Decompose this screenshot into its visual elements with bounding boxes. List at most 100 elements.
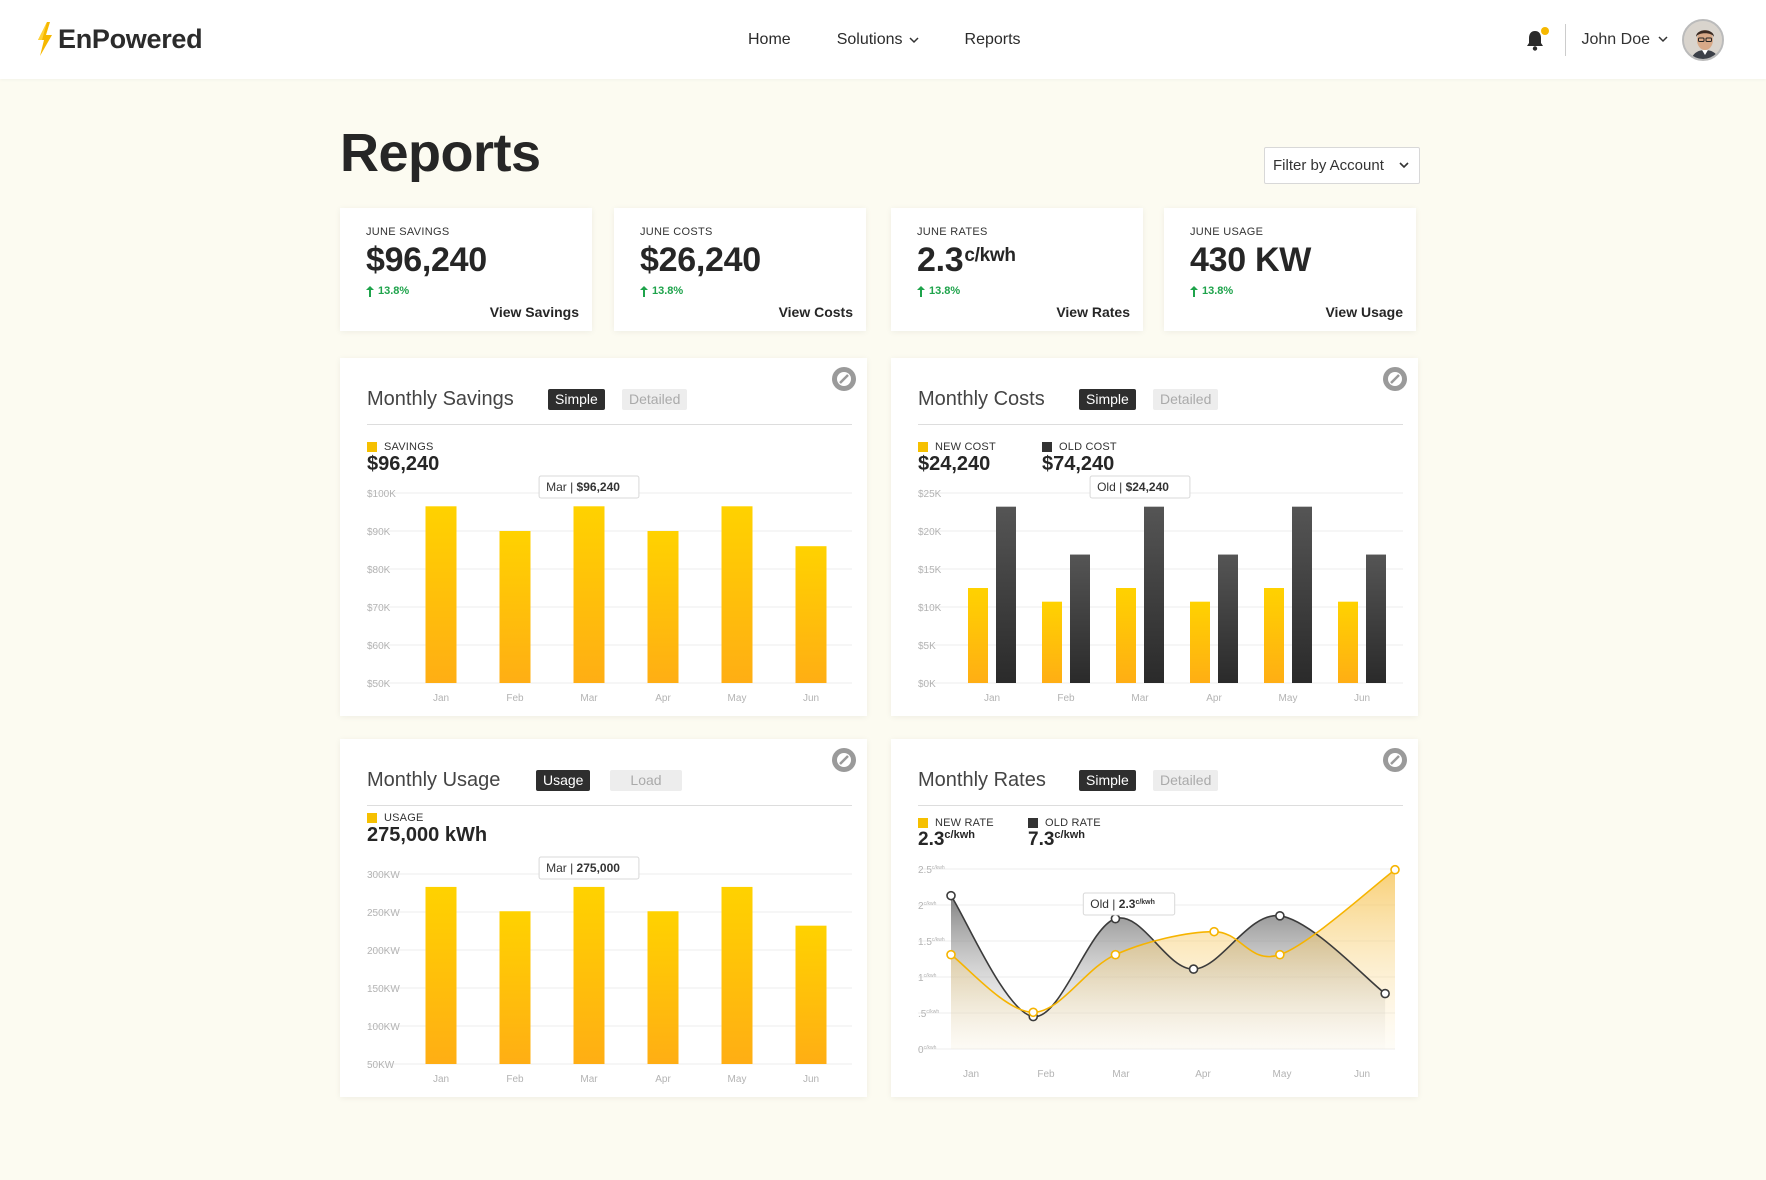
x-tick-label: Apr xyxy=(1195,1069,1211,1080)
point-old-rate-4 xyxy=(1275,911,1285,921)
view-costs-link[interactable]: View Costs xyxy=(778,304,853,320)
arrow-up-icon xyxy=(1190,285,1198,297)
card-monthly-usage: Monthly Usage Usage Load USAGE 275,000 k… xyxy=(340,739,867,1097)
nav-reports-label: Reports xyxy=(964,31,1021,48)
arrow-up-icon xyxy=(366,285,374,297)
point-old-rate-5 xyxy=(1380,988,1390,999)
top-navbar: EnPowered Home Solutions Reports John Do… xyxy=(0,0,1766,79)
line-old-rate xyxy=(950,895,1386,1018)
y-tick-label: 0c/kwh xyxy=(918,1045,937,1056)
legend-value-number: 7.3 xyxy=(1028,829,1055,850)
chevron-down-icon xyxy=(908,36,919,43)
legend-item: NEW COST xyxy=(918,441,996,453)
x-tick-label: Mar xyxy=(580,693,598,704)
filter-by-account-select[interactable]: Filter by Account xyxy=(1264,147,1420,184)
user-name: John Doe xyxy=(1581,30,1651,48)
stat-value-number: 430 KW xyxy=(1190,241,1312,279)
y-tick-label: $15K xyxy=(918,565,942,576)
x-tick-label: May xyxy=(1273,1069,1292,1080)
edit-icon[interactable] xyxy=(831,366,857,392)
y-tick-label: 50KW xyxy=(367,1060,395,1071)
arrow-up-icon xyxy=(640,285,648,297)
stat-value-number: 2.3 xyxy=(917,241,964,279)
bar-new-cost-apr xyxy=(1190,601,1210,683)
x-tick-label: Mar xyxy=(1112,1069,1130,1080)
avatar[interactable] xyxy=(1682,18,1724,61)
usage-bar-chart: 300KW 250KW 200KW 150KW 100KW 50KW Jan Feb Mar Ap… xyxy=(367,856,852,1085)
chart-tooltip: Mar | $96,240 xyxy=(538,475,640,499)
bar-old-cost-feb xyxy=(1070,554,1090,683)
edit-icon[interactable] xyxy=(1382,747,1408,773)
bar-old-cost-may xyxy=(1292,506,1312,683)
toggle-simple[interactable]: Simple xyxy=(1079,770,1136,791)
card-divider xyxy=(918,424,1403,425)
x-tick-label: Apr xyxy=(1206,693,1222,704)
legend-value: 2.3c/kwh xyxy=(918,829,975,851)
bar-new-cost-jan xyxy=(968,588,988,683)
x-tick-label: Apr xyxy=(655,1074,671,1085)
stat-value: $96,240 xyxy=(366,241,487,280)
nav-solutions[interactable]: Solutions xyxy=(837,31,919,49)
y-tick-label: $20K xyxy=(918,527,942,538)
bar-savings-feb xyxy=(499,531,531,683)
chevron-down-icon xyxy=(1658,36,1668,43)
view-usage-link[interactable]: View Usage xyxy=(1325,304,1403,320)
page-title: Reports xyxy=(340,123,541,183)
svg-text:Old | 2.3c/kwh: Old | 2.3c/kwh xyxy=(1090,897,1155,911)
stat-change: 13.8% xyxy=(917,285,960,297)
nav-reports[interactable]: Reports xyxy=(965,31,1021,49)
toggle-usage[interactable]: Usage xyxy=(536,770,591,791)
toggle-detailed[interactable]: Detailed xyxy=(1153,770,1219,791)
x-tick-label: Jan xyxy=(433,1074,449,1085)
legend-value: $24,240 xyxy=(918,453,991,475)
legend-value: 275,000 kWh xyxy=(367,824,488,846)
svg-text:Mar | $96,240: Mar | $96,240 xyxy=(546,480,620,494)
bar-usage-apr xyxy=(647,911,679,1064)
legend-value: 7.3c/kwh xyxy=(1028,829,1085,851)
arrow-up-icon xyxy=(917,285,925,297)
y-tick-label: 250KW xyxy=(367,908,400,919)
legend-label: USAGE xyxy=(384,812,424,824)
bar-new-cost-jun xyxy=(1338,601,1358,683)
legend-value: $96,240 xyxy=(367,453,440,475)
point-old-rate-2 xyxy=(1110,913,1121,924)
card-divider xyxy=(367,424,852,425)
chart-tooltip: Mar | 275,000 xyxy=(538,856,640,880)
svg-text:Mar | 275,000: Mar | 275,000 xyxy=(546,861,620,875)
toggle-detailed[interactable]: Detailed xyxy=(622,389,688,410)
x-tick-label: Jan xyxy=(963,1069,979,1080)
x-tick-label: Jan xyxy=(433,693,449,704)
legend-swatch xyxy=(1028,818,1038,828)
chevron-down-icon xyxy=(1399,162,1409,169)
view-rates-link[interactable]: View Rates xyxy=(1056,304,1130,320)
toggle-simple[interactable]: Simple xyxy=(1079,389,1136,410)
toggle-load[interactable]: Load xyxy=(610,770,682,791)
view-savings-link[interactable]: View Savings xyxy=(489,304,579,320)
y-tick-label: 100KW xyxy=(367,1022,400,1033)
notification-button[interactable] xyxy=(1525,26,1549,51)
bar-savings-apr xyxy=(647,531,679,683)
notification-badge xyxy=(1540,26,1549,35)
card-title: Monthly Costs xyxy=(918,388,1045,410)
rates-area-chart: 2.5c/kwh 2c/kwh 1.5c/kwh 1c/kwh .5c/kwh 0c/kw… xyxy=(918,864,1400,1080)
stat-change: 13.8% xyxy=(1190,285,1233,297)
card-title: Monthly Rates xyxy=(918,769,1046,791)
point-old-rate-0 xyxy=(946,890,956,901)
card-monthly-rates: Monthly Rates Simple Detailed NEW RATE 2… xyxy=(891,739,1418,1097)
bar-savings-jun xyxy=(795,546,827,683)
edit-icon[interactable] xyxy=(831,747,857,773)
stat-label: JUNE SAVINGS xyxy=(366,226,450,238)
user-menu[interactable]: John Doe xyxy=(1582,31,1669,49)
edit-icon[interactable] xyxy=(1382,366,1408,392)
legend-item: SAVINGS xyxy=(367,441,434,453)
brand-logo[interactable]: EnPowered xyxy=(36,22,203,56)
y-tick-label: .5c/kwh xyxy=(918,1009,939,1020)
bar-new-cost-may xyxy=(1264,588,1284,683)
y-tick-label: $100K xyxy=(367,489,396,500)
toggle-detailed[interactable]: Detailed xyxy=(1153,389,1219,410)
nav-home-label: Home xyxy=(748,31,791,48)
x-tick-label: Mar xyxy=(1131,693,1149,704)
card-title: Monthly Savings xyxy=(367,388,514,410)
toggle-simple[interactable]: Simple xyxy=(548,389,605,410)
nav-home[interactable]: Home xyxy=(748,31,791,49)
